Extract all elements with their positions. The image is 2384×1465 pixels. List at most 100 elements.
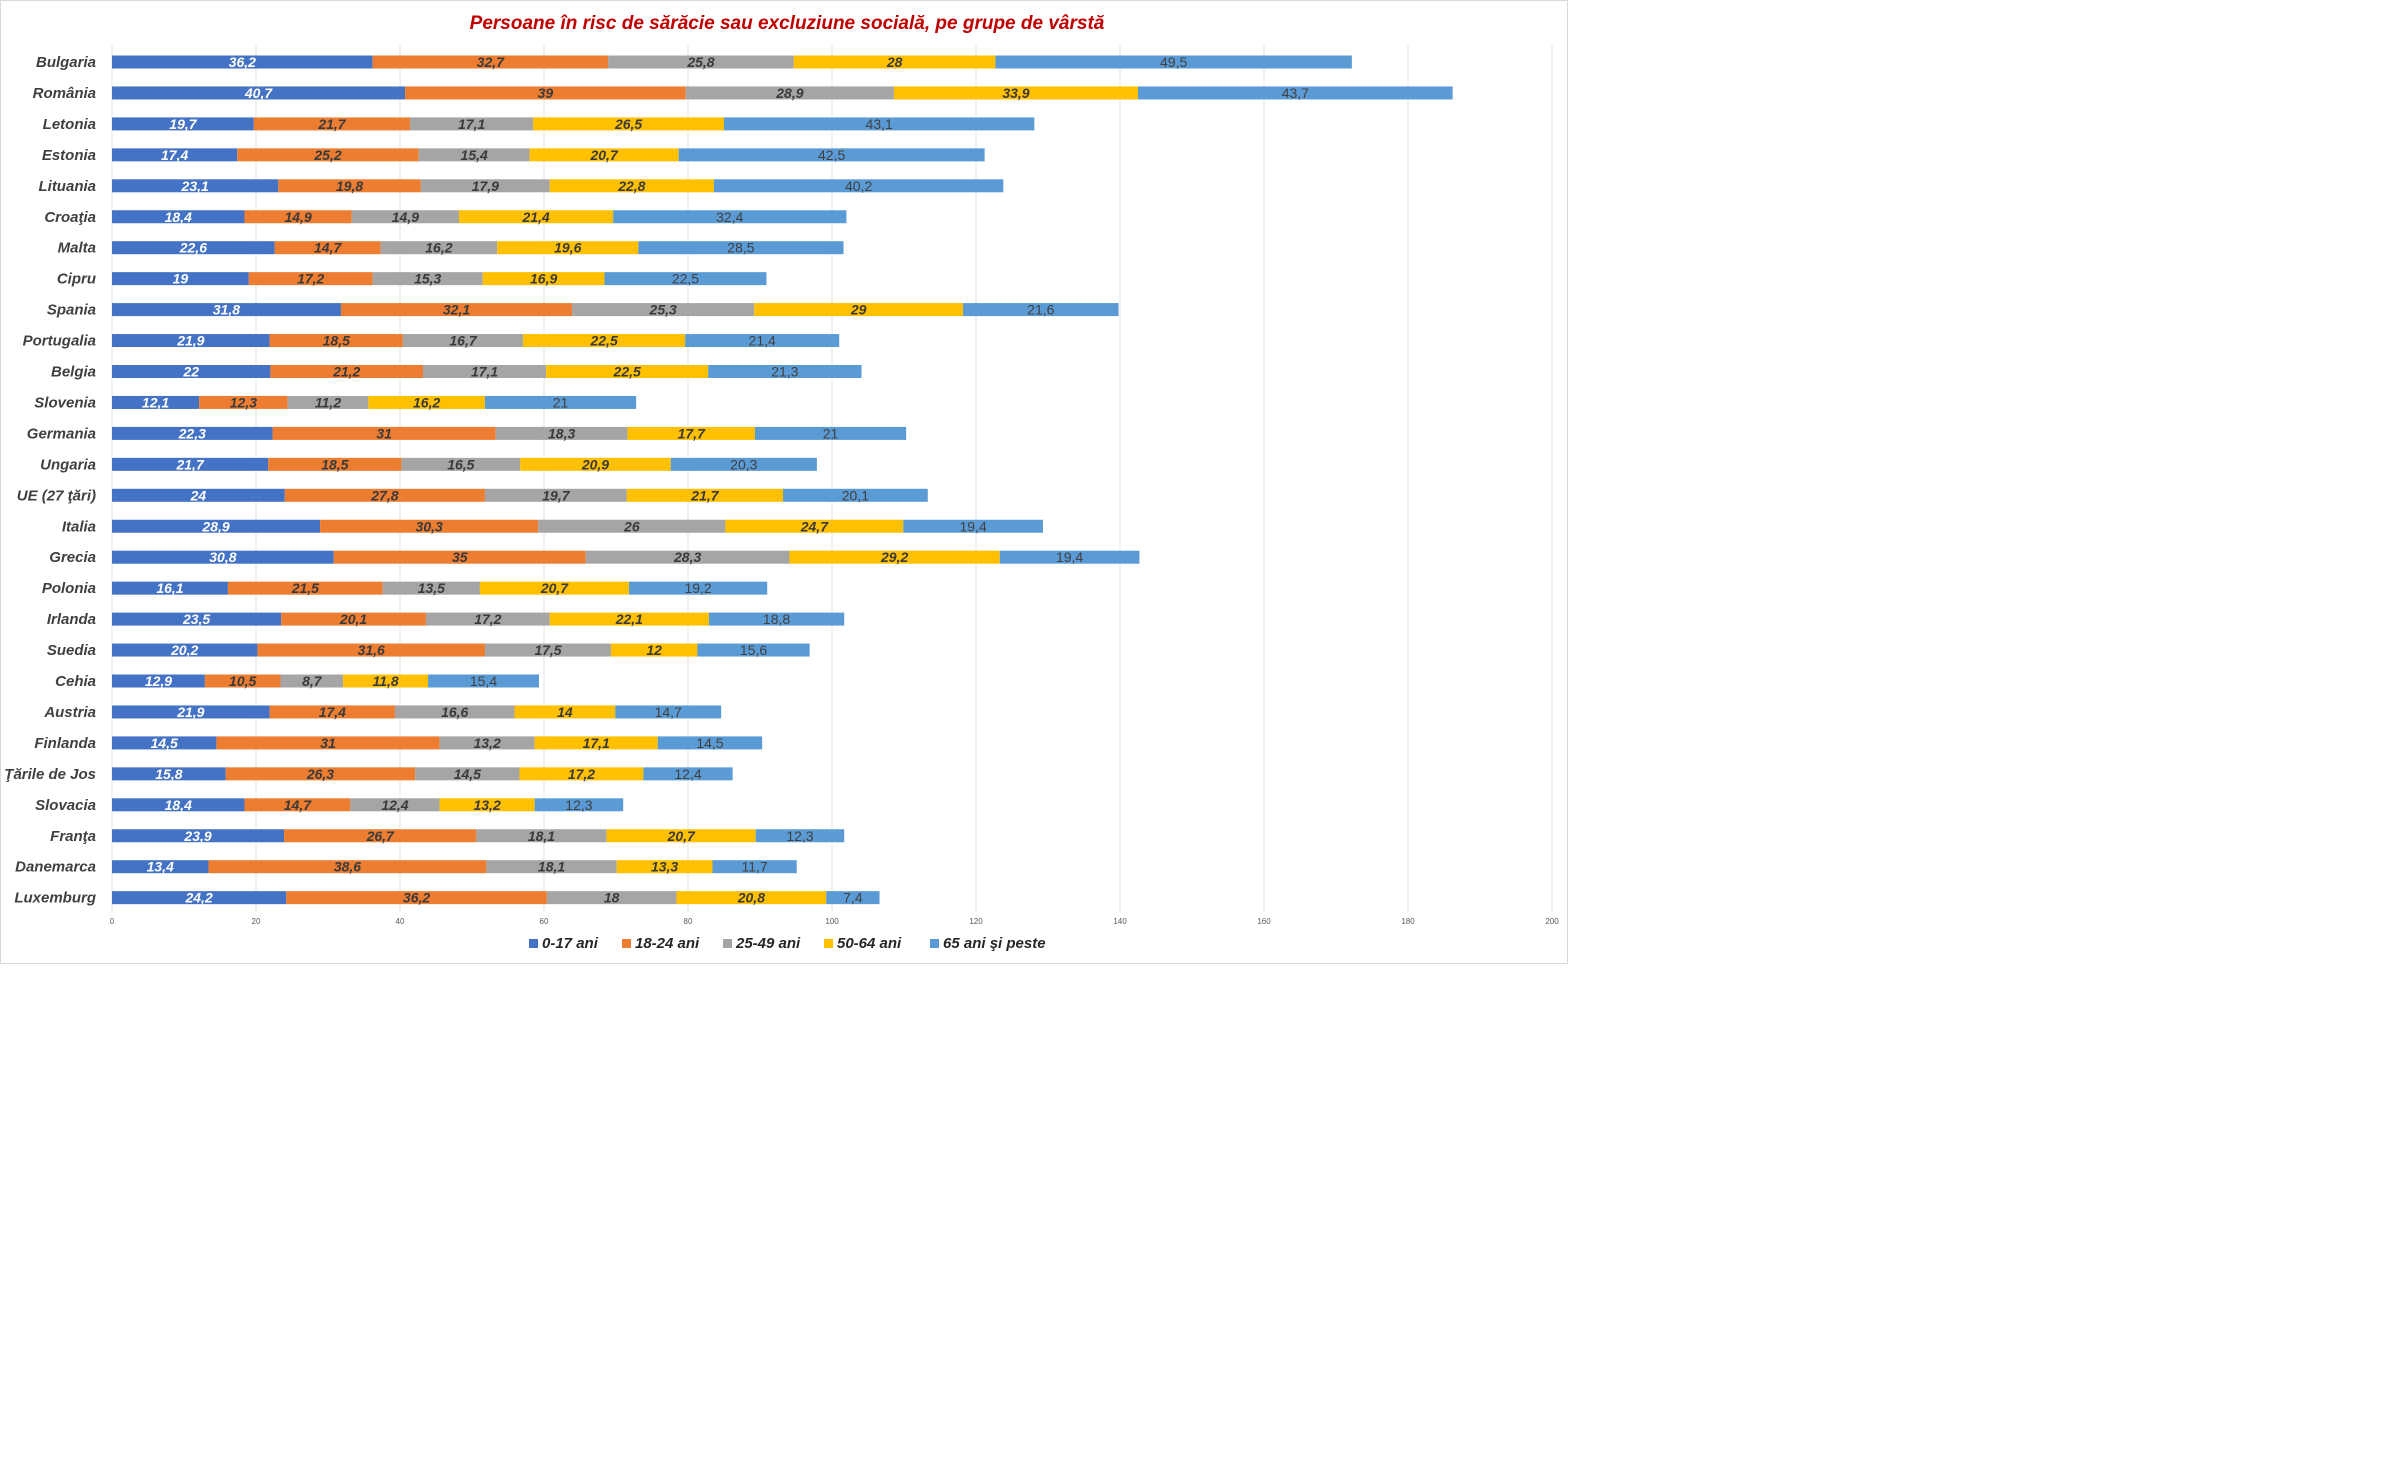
bar-segment [572, 303, 755, 317]
data-label: 40,7 [244, 85, 273, 101]
data-label: 21 [823, 425, 839, 441]
bar-segment [995, 55, 1352, 69]
bar-segment [1138, 86, 1453, 100]
category-label: Suedia [47, 642, 96, 659]
bar-segment [724, 117, 1035, 131]
bar-segment [208, 860, 487, 874]
bar-segment [244, 798, 351, 812]
bar-segment [608, 55, 794, 69]
data-label: 42,5 [818, 147, 845, 163]
bar-segment [278, 179, 421, 193]
data-label: 12,1 [142, 394, 169, 410]
bar-segment [783, 488, 928, 502]
data-label: 21,4 [749, 333, 776, 349]
bar-segment [244, 210, 352, 224]
bar-segment [428, 674, 539, 688]
data-label: 19,4 [1056, 549, 1083, 565]
bar-segment [268, 457, 402, 471]
bar-segment [340, 303, 573, 317]
x-axis: 0 20 40 60 80 100 120 140 160 180 200 [110, 917, 1559, 926]
bar-segment [585, 550, 790, 564]
bar-segment [789, 550, 1000, 564]
data-label: 18,1 [538, 859, 565, 875]
legend-label: 50-64 ani [837, 935, 902, 952]
data-label: 49,5 [1160, 54, 1187, 70]
data-label: 23,9 [183, 828, 211, 844]
data-label: 18 [604, 890, 620, 906]
data-label: 23,5 [182, 611, 210, 627]
data-label: 18,1 [528, 828, 555, 844]
x-tick-label: 140 [1113, 917, 1127, 926]
category-label: România [33, 85, 96, 102]
bar-segment [963, 303, 1119, 317]
bar-segment [626, 488, 784, 502]
data-label: 18,5 [321, 456, 348, 472]
data-label: 21,2 [332, 364, 360, 380]
data-label: 20,9 [581, 456, 609, 472]
bar-segment [199, 395, 288, 409]
data-label: 12,4 [381, 797, 408, 813]
bar-segment [112, 86, 406, 100]
legend-label: 65 ani şi peste [943, 935, 1046, 952]
data-label: 21,9 [176, 333, 204, 349]
data-label: 14 [557, 704, 573, 720]
bars [112, 55, 1453, 905]
bar-segment [546, 891, 677, 905]
data-label: 19,8 [336, 178, 363, 194]
data-label: 19,7 [542, 487, 570, 503]
data-label: 35 [452, 549, 468, 565]
bar-segment [685, 86, 894, 100]
bar-segment [519, 767, 644, 781]
data-label: 21,7 [317, 116, 346, 132]
bar-segment [613, 210, 847, 224]
bar-segment [270, 365, 424, 378]
x-tick-label: 200 [1545, 917, 1559, 926]
data-label: 17,2 [297, 271, 324, 287]
data-label: 16,2 [413, 394, 440, 410]
category-label: Slovenia [34, 394, 96, 411]
data-label: 30,3 [416, 518, 443, 534]
data-label: 21,6 [1027, 302, 1054, 318]
data-label: 28,5 [727, 240, 754, 256]
bar-segment [497, 241, 639, 255]
bar-segment [439, 798, 535, 812]
bar-segment [415, 767, 520, 781]
category-label: Cipru [57, 271, 96, 288]
data-label: 16,1 [156, 580, 183, 596]
bar-segment [484, 643, 611, 657]
bar-segment [755, 829, 845, 843]
bar-segment [484, 488, 627, 502]
data-label: 24,2 [184, 890, 212, 906]
data-label: 31,6 [358, 642, 385, 658]
data-label: 18,4 [165, 209, 192, 225]
category-label: UE (27 ţări) [17, 487, 96, 504]
data-label: 26 [623, 518, 640, 534]
category-label: Ţările de Jos [4, 766, 96, 783]
bar-segment [708, 365, 862, 378]
bar-segment [112, 179, 279, 193]
bar-segment [368, 395, 485, 409]
bar-segment [350, 798, 440, 812]
bar-segment [112, 457, 269, 471]
legend-swatch [824, 939, 833, 948]
bar-segment [826, 891, 880, 905]
bar-segment [410, 117, 534, 131]
data-label: 16,6 [441, 704, 468, 720]
bar-segment [615, 705, 722, 719]
data-label: 12,3 [565, 797, 592, 813]
category-label: Ungaria [40, 456, 96, 473]
category-label: Portugalia [23, 333, 96, 350]
category-label: Polonia [42, 580, 96, 597]
bar-segment [112, 334, 270, 348]
data-label: 25,2 [313, 147, 341, 163]
bar-segment [112, 581, 228, 595]
data-label: 23,1 [181, 178, 209, 194]
data-label: 19,6 [554, 240, 581, 256]
data-label: 36,2 [403, 890, 430, 906]
legend-swatch [723, 939, 732, 948]
bar-segment [272, 426, 496, 440]
data-label: 22,8 [617, 178, 645, 194]
data-label: 38,6 [334, 859, 361, 875]
legend-swatch [529, 939, 538, 948]
data-label: 17,5 [534, 642, 561, 658]
